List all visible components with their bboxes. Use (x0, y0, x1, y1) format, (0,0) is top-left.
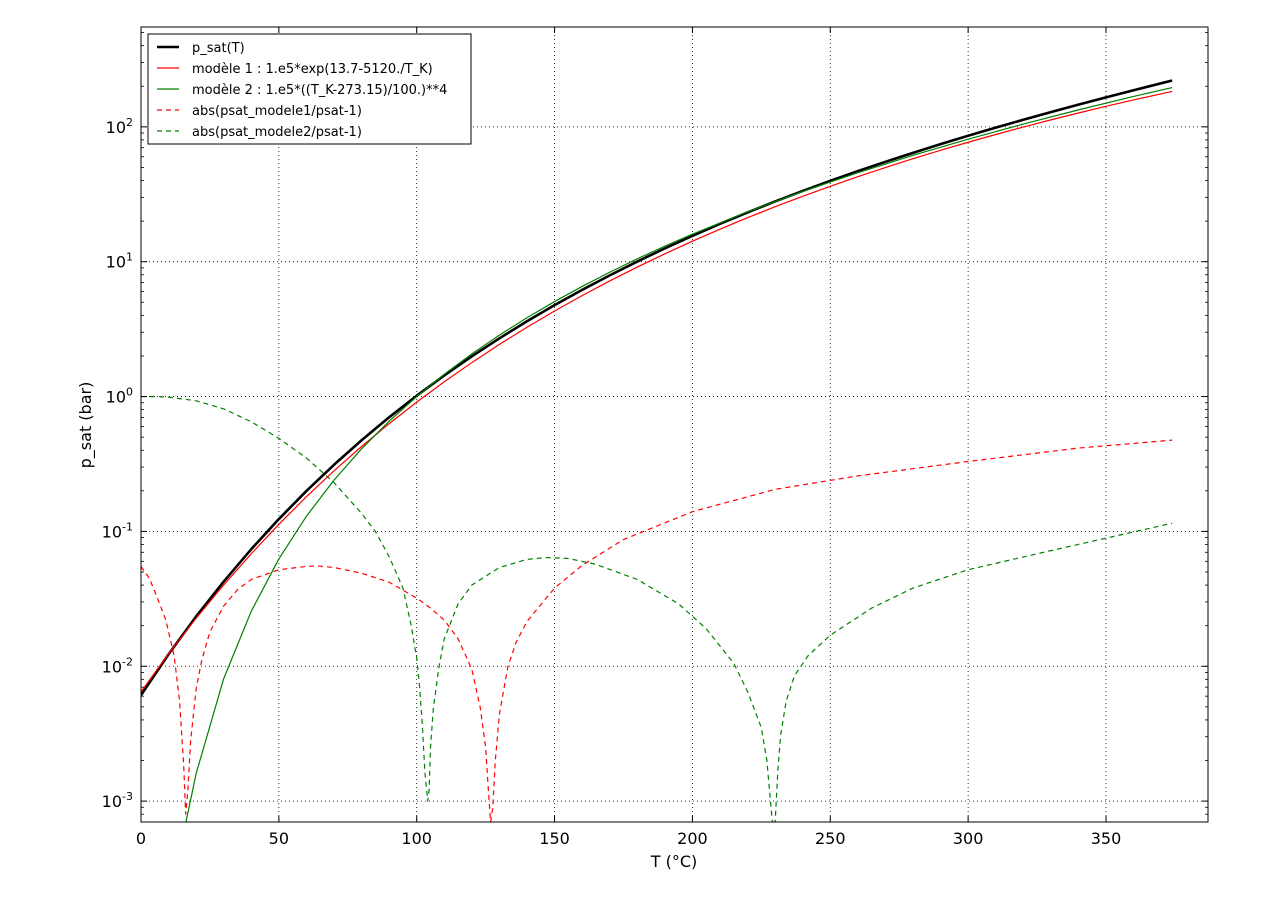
y-tick-base: 10 (102, 657, 122, 676)
legend-box (147, 33, 472, 145)
x-tick-label: 350 (1091, 829, 1122, 848)
y-tick-base: 10 (106, 253, 126, 272)
y-tick-label: 102 (106, 116, 133, 137)
legend-label-2: modèle 1 : 1.e5*exp(13.7-5120./T_K) (192, 62, 433, 77)
series-layer (141, 79, 1173, 822)
y-tick-exponent: -2 (122, 655, 133, 668)
series-line-2 (141, 90, 1173, 693)
y-tick-exponent: 1 (126, 251, 133, 264)
x-tick-label: 250 (815, 829, 846, 848)
plot-frame (140, 26, 1209, 823)
legend-label-3: modèle 2 : 1.e5*((T_K-273.15)/100.)**4 (192, 83, 447, 98)
x-tick-label: 150 (539, 829, 570, 848)
ticks: 0 50 100 150 200 250 300 35010-310-210-11001011… (102, 27, 1208, 848)
x-tick-label: 0 (136, 829, 146, 848)
y-tick-label: 10-3 (102, 790, 133, 811)
y-tick-label: 101 (106, 251, 133, 272)
series-line-1 (141, 79, 1173, 696)
series-line-5 (141, 395, 1173, 822)
x-axis-label: T (°C) (650, 852, 698, 871)
y-tick-base: 10 (106, 388, 126, 407)
x-tick-label: 50 (269, 829, 289, 848)
y-tick-label: 10-2 (102, 655, 133, 676)
y-tick-base: 10 (102, 522, 122, 541)
plot-area (141, 27, 1208, 822)
y-tick-base: 10 (106, 118, 126, 137)
y-tick-base: 10 (102, 792, 122, 811)
y-tick-exponent: 2 (126, 116, 133, 129)
y-tick-exponent: 0 (126, 386, 133, 399)
x-tick-label: 300 (953, 829, 984, 848)
y-tick-label: 100 (106, 386, 133, 407)
legend: p_sat(T) modèle 1 : 1.e5*exp(13.7-5120./T… (147, 33, 472, 145)
legend-label-1: p_sat(T) (192, 41, 245, 56)
legend-label-4: abs(psat_modele1/psat-1) (192, 104, 362, 119)
x-tick-label: 200 (677, 829, 708, 848)
legend-label-5: abs(psat_modele2/psat-1) (192, 125, 362, 140)
y-tick-exponent: -3 (122, 790, 133, 803)
y-tick-exponent: -1 (122, 520, 133, 533)
x-tick-label: 100 (401, 829, 432, 848)
y-tick-label: 10-1 (102, 520, 133, 541)
series-line-3 (185, 86, 1173, 822)
y-axis-label: p_sat (bar) (76, 382, 96, 469)
